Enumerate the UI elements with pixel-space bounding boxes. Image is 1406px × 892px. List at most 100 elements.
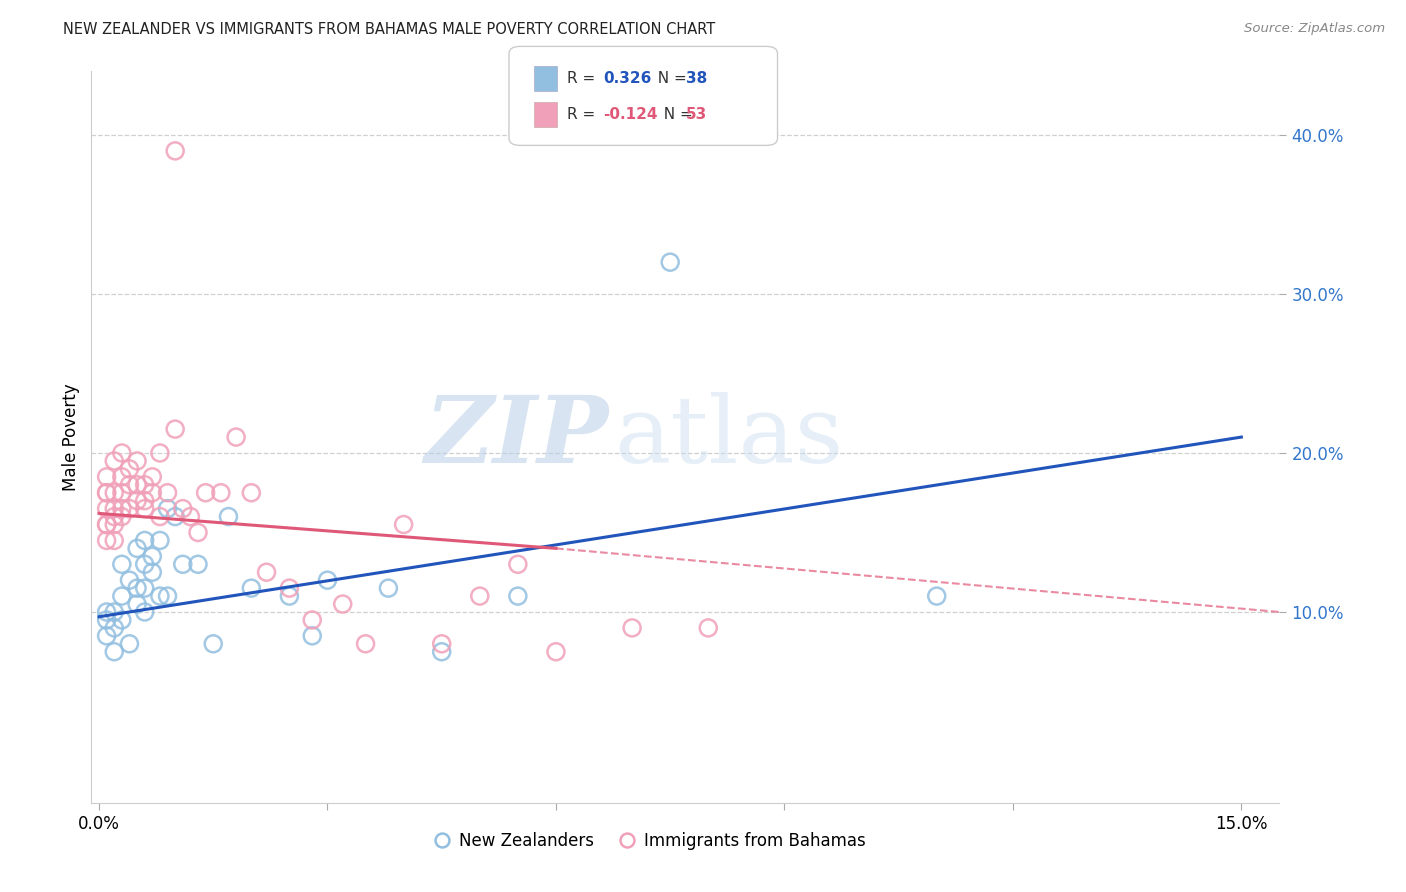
Text: Source: ZipAtlas.com: Source: ZipAtlas.com — [1244, 22, 1385, 36]
Point — [697, 621, 720, 635]
Point — [187, 525, 209, 540]
Point — [103, 517, 125, 532]
Point — [96, 517, 118, 532]
Y-axis label: Male Poverty: Male Poverty — [62, 384, 80, 491]
Point — [103, 621, 125, 635]
Point — [149, 509, 172, 524]
Point — [278, 589, 301, 603]
Point — [134, 501, 156, 516]
Point — [506, 558, 529, 572]
Text: 0.326: 0.326 — [603, 71, 651, 87]
Point — [111, 501, 134, 516]
Point — [179, 509, 201, 524]
Text: N =: N = — [654, 107, 697, 122]
Point — [194, 485, 217, 500]
Point — [430, 645, 453, 659]
Point — [172, 501, 194, 516]
Point — [468, 589, 491, 603]
Point — [96, 605, 118, 619]
Point — [172, 558, 194, 572]
Point — [127, 477, 148, 491]
Point — [103, 485, 125, 500]
Point — [301, 613, 323, 627]
Point — [149, 446, 172, 460]
Point — [217, 509, 239, 524]
Point — [118, 477, 141, 491]
Point — [118, 462, 141, 476]
Legend: New Zealanders, Immigrants from Bahamas: New Zealanders, Immigrants from Bahamas — [427, 825, 872, 856]
Point — [96, 517, 118, 532]
Point — [96, 485, 118, 500]
Point — [377, 581, 399, 595]
Text: -0.124: -0.124 — [603, 107, 658, 122]
Point — [103, 509, 125, 524]
Point — [225, 430, 247, 444]
Point — [111, 589, 134, 603]
Point — [141, 470, 163, 484]
Point — [332, 597, 354, 611]
Point — [96, 613, 118, 627]
Point — [354, 637, 377, 651]
Text: ZIP: ZIP — [425, 392, 609, 482]
Point — [156, 485, 179, 500]
Point — [506, 589, 529, 603]
Point — [141, 549, 163, 564]
Point — [925, 589, 948, 603]
Text: R =: R = — [567, 107, 600, 122]
Point — [127, 454, 148, 468]
Text: N =: N = — [648, 71, 692, 87]
Point — [111, 470, 134, 484]
Point — [96, 533, 118, 548]
Point — [127, 493, 148, 508]
Point — [134, 493, 156, 508]
Text: 53: 53 — [686, 107, 707, 122]
Text: 38: 38 — [686, 71, 707, 87]
Point — [118, 637, 141, 651]
Point — [134, 581, 156, 595]
Point — [621, 621, 644, 635]
Point — [118, 501, 141, 516]
Point — [165, 509, 187, 524]
Point — [659, 255, 682, 269]
Point — [96, 485, 118, 500]
Point — [544, 645, 567, 659]
Point — [316, 573, 339, 587]
Point — [149, 589, 172, 603]
Point — [202, 637, 225, 651]
Point — [96, 629, 118, 643]
Point — [141, 566, 163, 580]
Point — [103, 645, 125, 659]
Point — [111, 485, 134, 500]
Point — [103, 501, 125, 516]
Point — [278, 581, 301, 595]
Point — [165, 422, 187, 436]
Point — [187, 558, 209, 572]
Point — [96, 470, 118, 484]
Point — [103, 533, 125, 548]
Point — [111, 509, 134, 524]
Point — [118, 573, 141, 587]
Point — [392, 517, 415, 532]
Point — [111, 613, 134, 627]
Point — [156, 589, 179, 603]
Text: atlas: atlas — [614, 392, 844, 482]
Point — [134, 605, 156, 619]
Point — [256, 566, 278, 580]
Text: R =: R = — [567, 71, 605, 87]
Point — [165, 144, 187, 158]
Point — [240, 581, 263, 595]
Point — [430, 637, 453, 651]
Point — [103, 605, 125, 619]
Text: NEW ZEALANDER VS IMMIGRANTS FROM BAHAMAS MALE POVERTY CORRELATION CHART: NEW ZEALANDER VS IMMIGRANTS FROM BAHAMAS… — [63, 22, 716, 37]
Point — [240, 485, 263, 500]
Point — [111, 558, 134, 572]
Point — [301, 629, 323, 643]
Point — [103, 454, 125, 468]
Point — [134, 533, 156, 548]
Point — [149, 533, 172, 548]
Point — [127, 597, 148, 611]
Point — [134, 558, 156, 572]
Point — [111, 446, 134, 460]
Point — [134, 477, 156, 491]
Point — [127, 581, 148, 595]
